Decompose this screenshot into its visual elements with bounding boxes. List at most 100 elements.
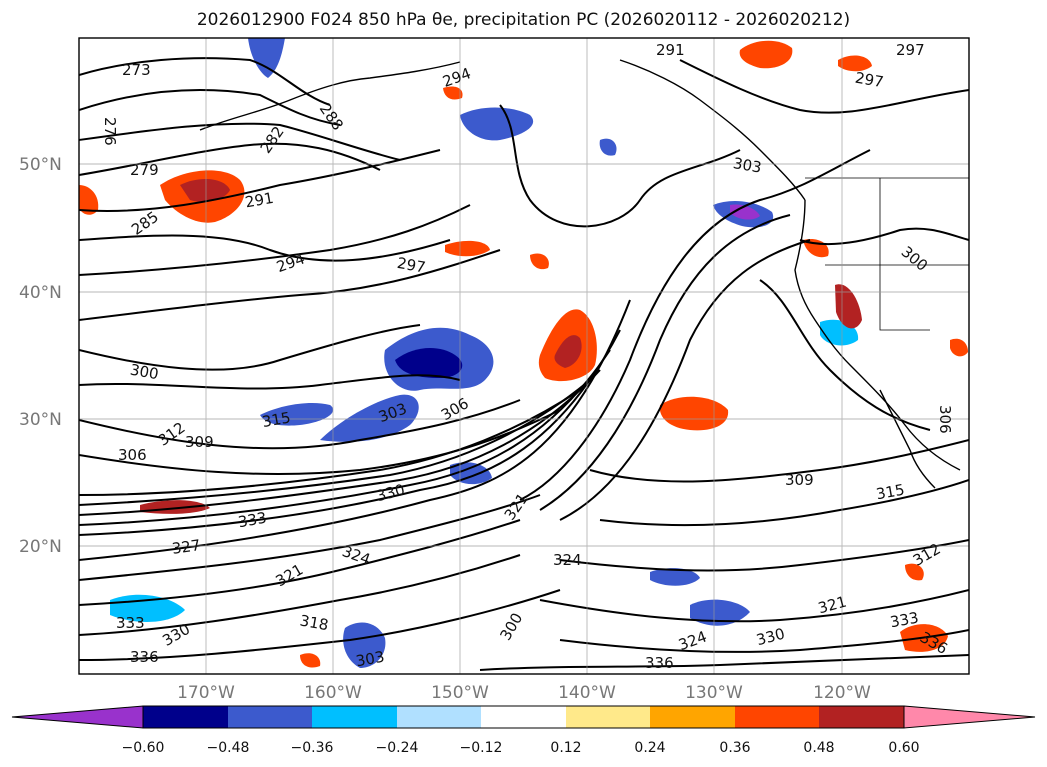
colorbar-bin	[819, 706, 904, 728]
contour-line	[79, 349, 611, 526]
contour-line	[519, 149, 871, 501]
contour-line	[539, 589, 969, 623]
contour-line	[79, 409, 561, 476]
contour-label: 303	[732, 154, 763, 177]
lat-label-20n: 20°N	[19, 537, 62, 557]
precip-positive-area	[838, 55, 872, 72]
colorbar-bin	[228, 706, 312, 728]
contour-line	[79, 324, 421, 371]
contour-label: 336	[130, 648, 159, 666]
lon-label-150w: 150°W	[431, 683, 489, 703]
contour-line	[79, 389, 581, 496]
contour-line	[79, 374, 461, 390]
contour-line	[79, 494, 541, 581]
precip-negative-area	[260, 403, 334, 426]
precip-negative-area	[395, 348, 463, 378]
contour-line	[559, 239, 811, 521]
graticule	[79, 38, 969, 674]
precip-negative-area	[650, 568, 700, 586]
contour-label: 291	[656, 41, 685, 59]
colorbar-frame	[142, 705, 905, 729]
lat-label-50n: 50°N	[19, 155, 62, 175]
precip-positive-area	[79, 185, 99, 215]
precip-positive-area	[300, 653, 321, 668]
contour-line	[559, 629, 969, 653]
contour-line	[79, 399, 521, 450]
contour-line	[79, 122, 401, 161]
precip-negative-area	[320, 394, 419, 442]
colorbar-extend-min	[11, 705, 144, 729]
contour-line	[559, 539, 969, 572]
contour-line	[799, 227, 969, 246]
borders	[805, 177, 969, 331]
contour-label: 333	[889, 609, 920, 632]
contour-label: 303	[354, 648, 385, 671]
contour-label: 309	[185, 433, 214, 451]
contour-line	[679, 59, 969, 114]
precip-shading	[79, 38, 968, 668]
contour-line	[599, 479, 969, 527]
lon-label-130w: 130°W	[685, 683, 743, 703]
colorbar-bin	[735, 706, 819, 728]
map-frame	[78, 37, 970, 675]
colorbar-tick-label: −0.12	[460, 740, 503, 756]
contour-line	[79, 329, 621, 536]
contour-line	[479, 654, 969, 671]
contour-line	[759, 279, 931, 431]
colorbar-bin	[481, 706, 566, 728]
lat-label-30n: 30°N	[19, 410, 62, 430]
contour-label: 276	[101, 117, 119, 146]
contour-label: 297	[854, 69, 885, 92]
alaska-coast	[199, 61, 461, 131]
contour-label: 306	[936, 405, 954, 434]
precip-positive-area	[950, 338, 968, 357]
contour-label: 336	[645, 654, 674, 672]
colorbar-extend-max	[903, 705, 1036, 729]
contour-line	[79, 369, 601, 516]
map-area	[79, 38, 969, 674]
colorbar-bin	[397, 706, 481, 728]
contour-label: 273	[122, 61, 151, 79]
colorbar-tick-label: 0.24	[634, 740, 665, 756]
colorbar-tick-label: −0.60	[122, 740, 165, 756]
contour-label: 315	[261, 408, 292, 431]
colorbar-bin	[312, 706, 397, 728]
precip-positive-area	[659, 396, 729, 431]
precip-negative-area	[599, 138, 617, 156]
precip-positive-area	[445, 240, 490, 257]
precip-negative-area	[248, 38, 285, 78]
precip-negative-area	[730, 204, 760, 220]
contour-line	[79, 149, 441, 212]
colorbar-tick-label: 0.60	[888, 740, 919, 756]
lon-label-140w: 140°W	[558, 683, 616, 703]
precip-positive-area	[443, 86, 463, 100]
border-line	[825, 264, 930, 331]
lon-label-170w: 170°W	[177, 683, 235, 703]
baja-coast	[879, 389, 936, 489]
contour-line	[79, 57, 331, 106]
precip-negative-area	[460, 107, 534, 141]
contour-label: 333	[116, 614, 145, 632]
contour-line	[499, 104, 741, 228]
contour-line	[79, 379, 591, 506]
contour-label: 291	[244, 189, 275, 212]
contour-line	[79, 142, 381, 176]
precip-negative-area	[343, 622, 386, 668]
colorbar-tick-label: 0.36	[719, 740, 750, 756]
precip-positive-area	[554, 335, 582, 368]
contour-label: 300	[129, 361, 160, 384]
colorbar-bin	[650, 706, 735, 728]
north-america-coast	[794, 199, 961, 471]
lon-label-160w: 160°W	[304, 683, 362, 703]
colorbar: −0.60 −0.48 −0.36 −0.24 −0.12 0.12 0.24 …	[11, 705, 1036, 756]
contour-line	[79, 299, 631, 561]
lat-label-40n: 40°N	[19, 283, 62, 303]
contour-line	[79, 249, 501, 321]
contour-line	[79, 204, 471, 276]
precip-positive-area	[739, 40, 793, 69]
map-title: 2026012900 F024 850 hPa θe, precipitatio…	[196, 10, 851, 30]
colorbar-tick-label: −0.24	[376, 740, 419, 756]
contour-label: 279	[130, 161, 159, 179]
contour-label: 309	[785, 471, 814, 489]
